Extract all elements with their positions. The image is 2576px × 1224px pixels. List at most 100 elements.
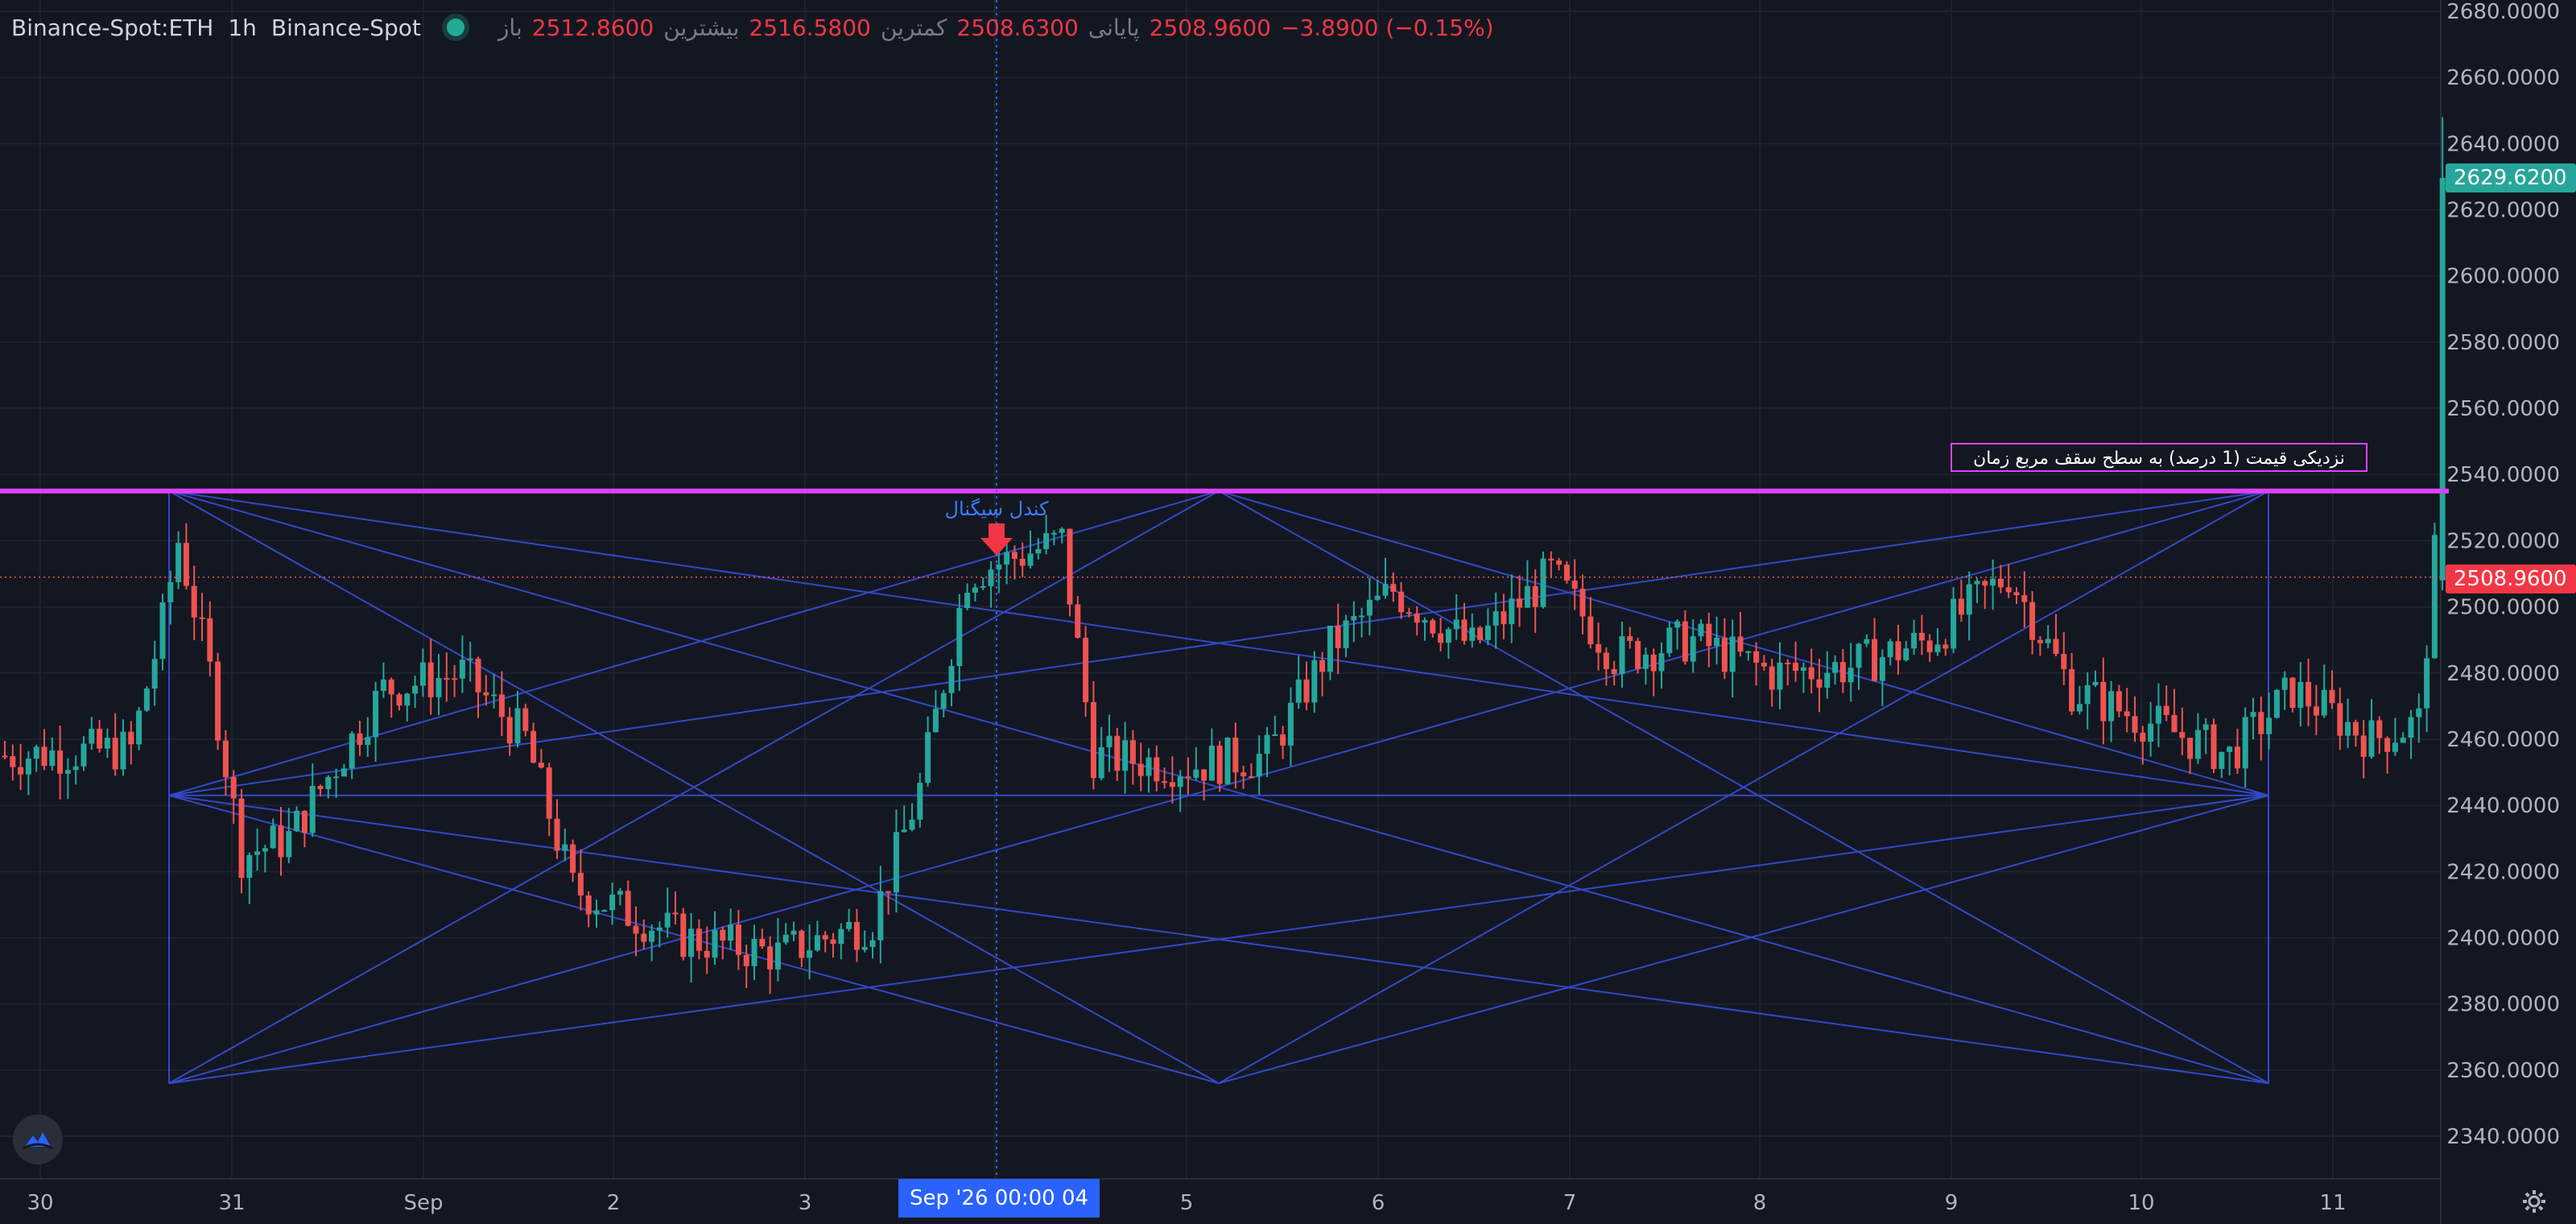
candle-body bbox=[2211, 724, 2217, 769]
grid bbox=[0, 0, 2441, 1179]
candle-body bbox=[1232, 737, 1239, 773]
last-candle bbox=[2439, 117, 2446, 591]
candle bbox=[1398, 581, 1405, 619]
candle bbox=[2108, 680, 2115, 742]
candle-body bbox=[672, 912, 679, 915]
interval-label[interactable]: 1h bbox=[228, 14, 257, 41]
candle bbox=[696, 919, 702, 960]
candle-body bbox=[1335, 626, 1341, 648]
time-tick-label: 11 bbox=[2319, 1191, 2346, 1215]
candle bbox=[1280, 726, 1286, 759]
candles bbox=[2, 117, 2446, 994]
candle-body bbox=[167, 582, 174, 602]
candle-body bbox=[2376, 720, 2383, 738]
pattern-line bbox=[168, 794, 2269, 1085]
candle-body bbox=[238, 798, 245, 879]
candle-body bbox=[1800, 667, 1806, 672]
candle bbox=[1461, 602, 1468, 645]
candle bbox=[1769, 658, 1775, 707]
candle-body bbox=[570, 844, 576, 873]
candle bbox=[1729, 619, 1736, 698]
candle bbox=[1911, 619, 1918, 655]
price-tick-label: 2620.0000 bbox=[2446, 199, 2560, 223]
price-tick-label: 2540.0000 bbox=[2446, 463, 2560, 487]
candle-body bbox=[309, 785, 316, 833]
time-tick-label: Sep bbox=[403, 1191, 443, 1215]
candle-body bbox=[1177, 776, 1183, 788]
candle-body bbox=[1887, 641, 1893, 658]
candle bbox=[2155, 683, 2161, 747]
time-tick-label: 9 bbox=[1945, 1191, 1959, 1215]
annotation-box: نزدیکی قیمت (1 درصد) به سطح سقف مربع زما… bbox=[1951, 443, 2368, 472]
candle-body bbox=[514, 708, 521, 744]
candle bbox=[869, 932, 876, 959]
candle-body bbox=[1083, 638, 1089, 702]
candle-body bbox=[886, 891, 892, 893]
candle-body bbox=[917, 783, 923, 820]
candle bbox=[120, 719, 126, 776]
candle bbox=[830, 932, 836, 958]
candle bbox=[1509, 574, 1515, 643]
candle bbox=[2289, 676, 2296, 713]
candle bbox=[1603, 647, 1609, 686]
candle-body bbox=[230, 777, 237, 799]
candle bbox=[301, 810, 308, 848]
candle-body bbox=[649, 930, 655, 942]
candle-body bbox=[909, 819, 915, 830]
candle-body bbox=[191, 585, 197, 618]
candle-body bbox=[877, 891, 884, 941]
candle bbox=[2321, 664, 2327, 718]
candle bbox=[774, 918, 781, 982]
candle bbox=[2416, 693, 2422, 743]
candle bbox=[1224, 737, 1231, 785]
candle-body bbox=[2076, 704, 2083, 712]
candle-body bbox=[1596, 643, 1602, 653]
candle bbox=[151, 640, 158, 706]
candle-body bbox=[901, 829, 907, 833]
candle bbox=[467, 641, 473, 682]
candle bbox=[2281, 671, 2288, 710]
candle bbox=[1201, 769, 1208, 800]
candle-body bbox=[601, 910, 608, 912]
price-tick-label: 2640.0000 bbox=[2446, 132, 2560, 156]
candle bbox=[349, 730, 355, 779]
tradingview-cloud-icon[interactable] bbox=[13, 1114, 63, 1164]
gear-icon[interactable] bbox=[2521, 1189, 2547, 1218]
candle bbox=[759, 928, 766, 949]
candle-body bbox=[1761, 662, 1767, 667]
candle bbox=[1793, 641, 1799, 682]
candle bbox=[1406, 607, 1412, 618]
candle-body bbox=[1185, 776, 1191, 779]
candle-body bbox=[1532, 585, 1538, 607]
candle bbox=[846, 908, 852, 932]
candle-body bbox=[1785, 662, 1791, 664]
candle bbox=[2266, 693, 2273, 750]
candle-body bbox=[1461, 619, 1468, 641]
candle-body bbox=[1477, 627, 1484, 640]
candle-body bbox=[1201, 769, 1208, 781]
candle bbox=[1335, 603, 1341, 675]
candle bbox=[1942, 639, 1949, 656]
candle bbox=[2431, 523, 2438, 660]
symbol-label[interactable]: Binance-Spot:ETH bbox=[11, 14, 214, 41]
candle-body bbox=[853, 921, 860, 950]
candle-body bbox=[25, 759, 31, 775]
candle-body bbox=[491, 694, 497, 697]
candle bbox=[1146, 748, 1152, 793]
candle bbox=[33, 744, 39, 772]
candle bbox=[238, 788, 245, 894]
candle-body bbox=[2092, 681, 2099, 685]
candle-body bbox=[49, 750, 56, 767]
time-tick-label: 3 bbox=[799, 1191, 812, 1215]
candle bbox=[688, 912, 695, 982]
price-tick-label: 2400.0000 bbox=[2446, 926, 2560, 950]
candle bbox=[167, 570, 174, 625]
candle-body bbox=[1642, 654, 1649, 669]
candle-body bbox=[1556, 560, 1563, 565]
candle bbox=[2124, 688, 2130, 733]
candle-body bbox=[751, 938, 758, 966]
candle bbox=[2100, 657, 2107, 745]
candle-body bbox=[830, 939, 836, 945]
candle-body bbox=[80, 743, 87, 767]
